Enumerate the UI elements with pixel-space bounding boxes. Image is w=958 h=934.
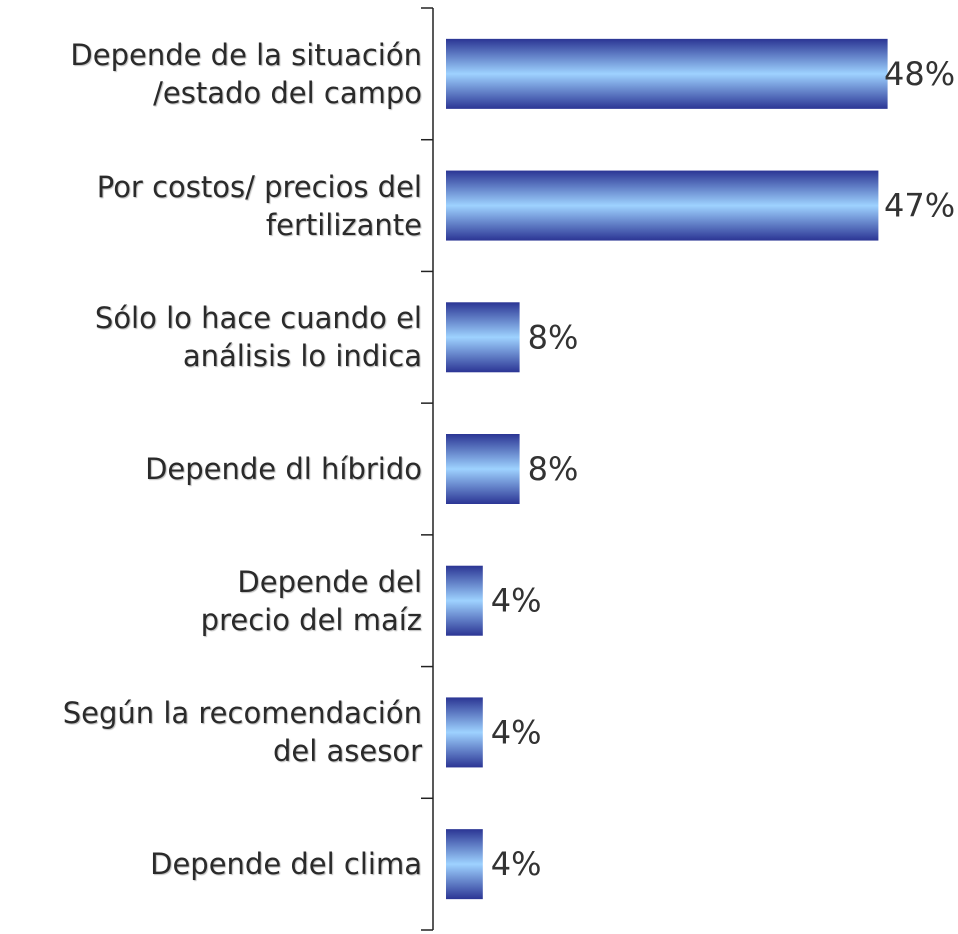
bar <box>446 829 483 900</box>
bar <box>446 302 520 373</box>
value-label: 4% <box>491 845 542 883</box>
bar <box>446 38 888 109</box>
value-label: 48% <box>884 55 955 93</box>
category-label: Por costos/ precios del fertilizante <box>96 169 422 242</box>
value-label: 47% <box>884 187 955 225</box>
bar <box>446 434 520 504</box>
bar <box>446 697 483 768</box>
category-label: Depende de la situación /estado del camp… <box>70 37 422 110</box>
value-label: 8% <box>528 318 579 356</box>
category-label: Depende dl híbrido <box>145 452 422 486</box>
bar <box>446 170 879 241</box>
value-label: 4% <box>491 582 542 620</box>
value-label: 8% <box>528 450 579 488</box>
bar <box>446 565 483 636</box>
value-label: 4% <box>491 713 542 751</box>
category-label: Depende del precio del maíz <box>200 564 422 637</box>
category-label: Depende del clima <box>150 847 422 882</box>
category-label: Según la recomendación del asesor <box>62 696 422 769</box>
category-label: Sólo lo hace cuando el análisis lo indic… <box>94 301 422 374</box>
